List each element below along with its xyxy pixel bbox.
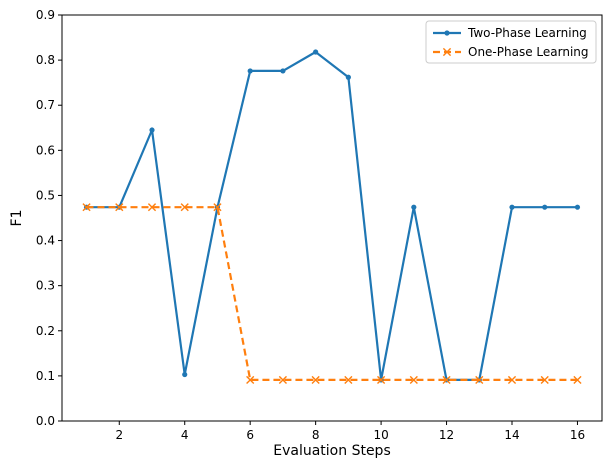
legend-marker — [444, 30, 450, 36]
data-point — [311, 375, 320, 385]
x-axis-label: Evaluation Steps — [273, 443, 391, 459]
x-tick-label: 8 — [312, 428, 320, 442]
x-tick-label: 4 — [181, 428, 189, 442]
legend: Two-Phase Learning One-Phase Learning — [425, 20, 597, 64]
data-point — [82, 203, 91, 212]
x-tick-label: 6 — [246, 428, 254, 442]
data-point — [344, 375, 353, 385]
data-point — [180, 203, 189, 212]
data-point — [573, 375, 582, 385]
series-layer — [82, 49, 582, 385]
series-1 — [83, 49, 581, 383]
data-point — [246, 375, 255, 385]
x-tick-label: 14 — [504, 428, 519, 442]
data-point — [574, 204, 581, 210]
y-tick-label: 0.7 — [36, 98, 55, 112]
data-point — [149, 127, 155, 133]
data-point — [313, 49, 319, 55]
data-point — [442, 375, 451, 385]
y-tick-label: 0.5 — [36, 188, 55, 202]
y-tick-label: 0.4 — [36, 234, 55, 248]
data-point — [409, 375, 418, 385]
x-tick-label: 10 — [373, 428, 388, 442]
x-axis-ticks: 2 4 6 8 10 12 14 16 — [115, 421, 585, 442]
data-point — [411, 204, 417, 210]
data-point — [509, 204, 515, 210]
y-tick-label: 0.3 — [36, 279, 55, 293]
legend-label: Two-Phase Learning — [467, 26, 587, 40]
data-point — [280, 68, 286, 74]
y-tick-label: 0.2 — [36, 324, 55, 338]
x-tick-label: 16 — [570, 428, 585, 442]
data-point — [542, 204, 548, 210]
y-tick-label: 0.9 — [36, 8, 55, 22]
x-tick-label: 2 — [115, 428, 123, 442]
legend-box — [425, 20, 597, 64]
series-line — [86, 206, 578, 381]
data-point — [540, 375, 549, 385]
data-point — [345, 74, 351, 80]
series-2 — [82, 203, 582, 385]
y-tick-label: 0.8 — [36, 53, 55, 67]
data-point — [147, 203, 157, 212]
y-tick-label: 0.0 — [36, 414, 55, 428]
y-tick-label: 0.1 — [36, 369, 55, 383]
data-point — [278, 375, 288, 385]
data-point — [182, 371, 188, 378]
y-tick-label: 0.6 — [36, 143, 55, 157]
data-point — [247, 68, 253, 74]
data-point — [115, 203, 124, 212]
series-line — [86, 50, 578, 381]
y-axis-ticks: 0.0 0.1 0.2 0.3 0.4 0.5 0.6 0.7 0.8 0.9 — [36, 8, 62, 428]
data-point — [376, 375, 386, 385]
data-point — [213, 203, 222, 212]
legend-marker — [442, 47, 452, 57]
x-tick-label: 12 — [439, 428, 454, 442]
legend-label: One-Phase Learning — [468, 45, 589, 59]
legend-items: Two-Phase Learning One-Phase Learning — [433, 26, 589, 59]
data-point — [475, 375, 484, 385]
y-axis-label: F1 — [9, 210, 25, 227]
plot-area — [61, 14, 603, 422]
data-point — [507, 375, 517, 385]
